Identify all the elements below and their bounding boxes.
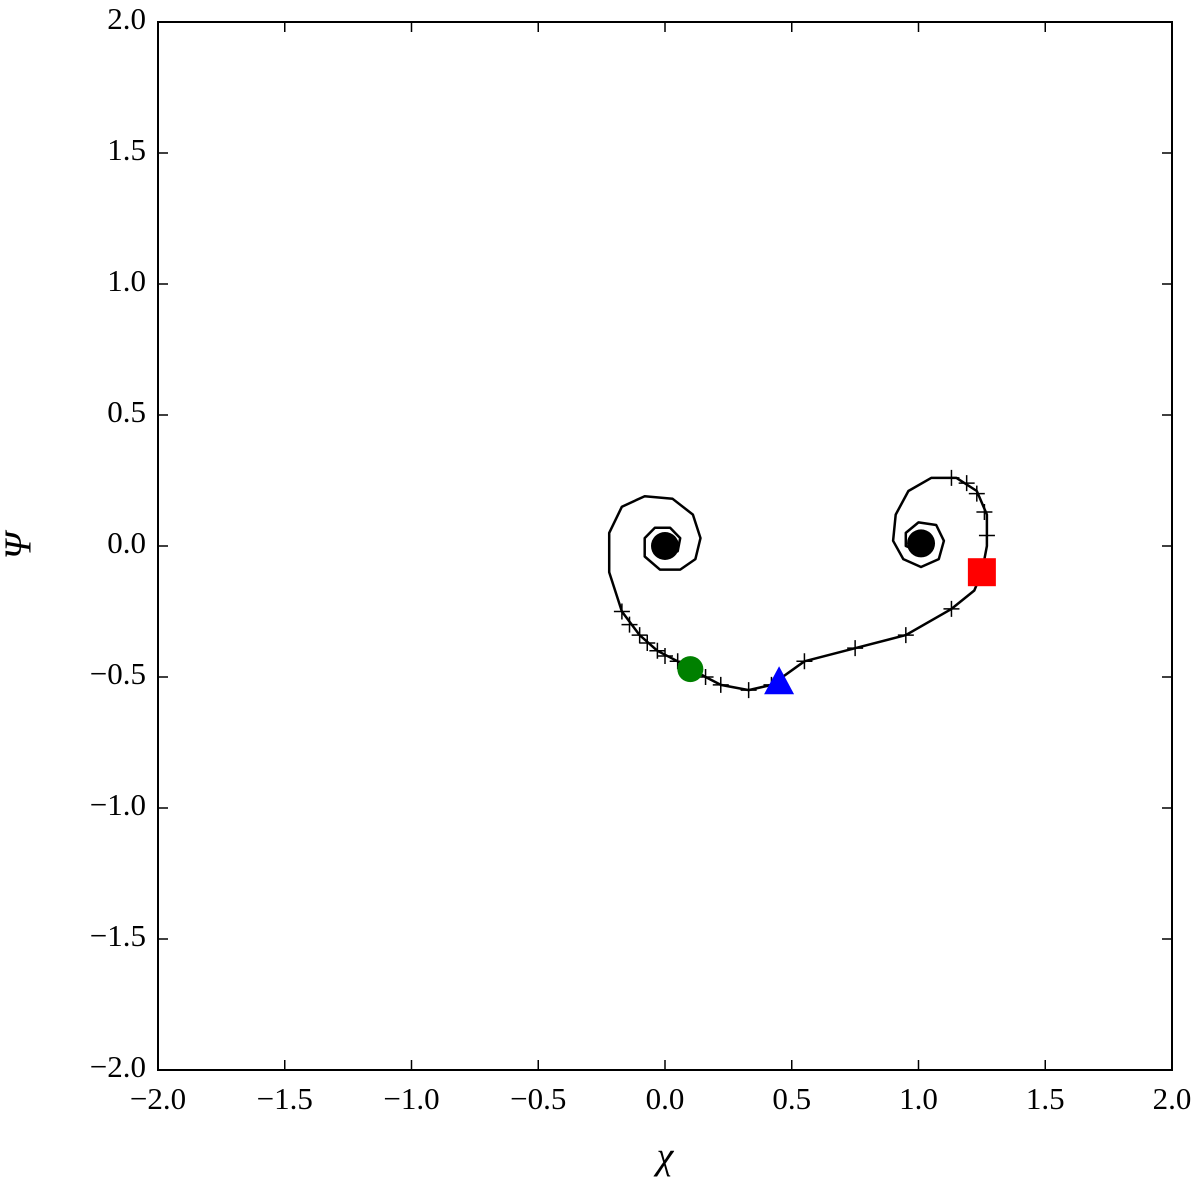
plus-marker [712, 676, 729, 693]
plus-marker [847, 640, 864, 657]
plus-marker [639, 634, 656, 651]
x-tick-label: 1.0 [899, 1081, 938, 1116]
plus-marker [968, 485, 985, 502]
plus-marker [943, 600, 960, 617]
x-tick-label: −1.0 [383, 1081, 439, 1116]
y-tick-label: −1.0 [90, 787, 146, 822]
fixed-point [651, 532, 679, 560]
y-tick-label: −0.5 [90, 656, 146, 691]
y-tick-label: 1.5 [107, 132, 146, 167]
x-tick-label: 0.5 [772, 1081, 811, 1116]
y-tick-label: −2.0 [90, 1049, 146, 1084]
plus-marker [978, 527, 995, 544]
y-tick-label: 0.5 [107, 394, 146, 429]
plus-marker [897, 627, 914, 644]
x-axis-label: χ [653, 1136, 675, 1178]
x-tick-label: 0.0 [646, 1081, 685, 1116]
x-tick-label: −2.0 [130, 1081, 186, 1116]
x-tick-label: 1.5 [1026, 1081, 1065, 1116]
circle-marker [677, 656, 704, 683]
triangle-marker [764, 666, 795, 695]
y-tick-label: 0.0 [107, 525, 146, 560]
plus-marker [740, 682, 757, 699]
y-tick-label: 2.0 [107, 1, 146, 36]
x-tick-label: −1.5 [257, 1081, 313, 1116]
plus-marker [621, 616, 638, 633]
plus-marker [613, 603, 630, 620]
square-marker [967, 558, 996, 587]
plus-marker [976, 503, 993, 520]
y-tick-label: 1.0 [107, 263, 146, 298]
y-tick-label: −1.5 [90, 918, 146, 953]
x-tick-label: 2.0 [1153, 1081, 1192, 1116]
plus-marker [796, 653, 813, 670]
trajectory-line [607, 476, 989, 692]
y-axis-label: Ψ [0, 529, 40, 559]
x-tick-label: −0.5 [510, 1081, 566, 1116]
plus-marker [631, 627, 648, 644]
fixed-point [907, 529, 936, 558]
plus-marker [657, 648, 673, 665]
plus-marker [943, 469, 960, 486]
plus-marker [958, 475, 975, 492]
